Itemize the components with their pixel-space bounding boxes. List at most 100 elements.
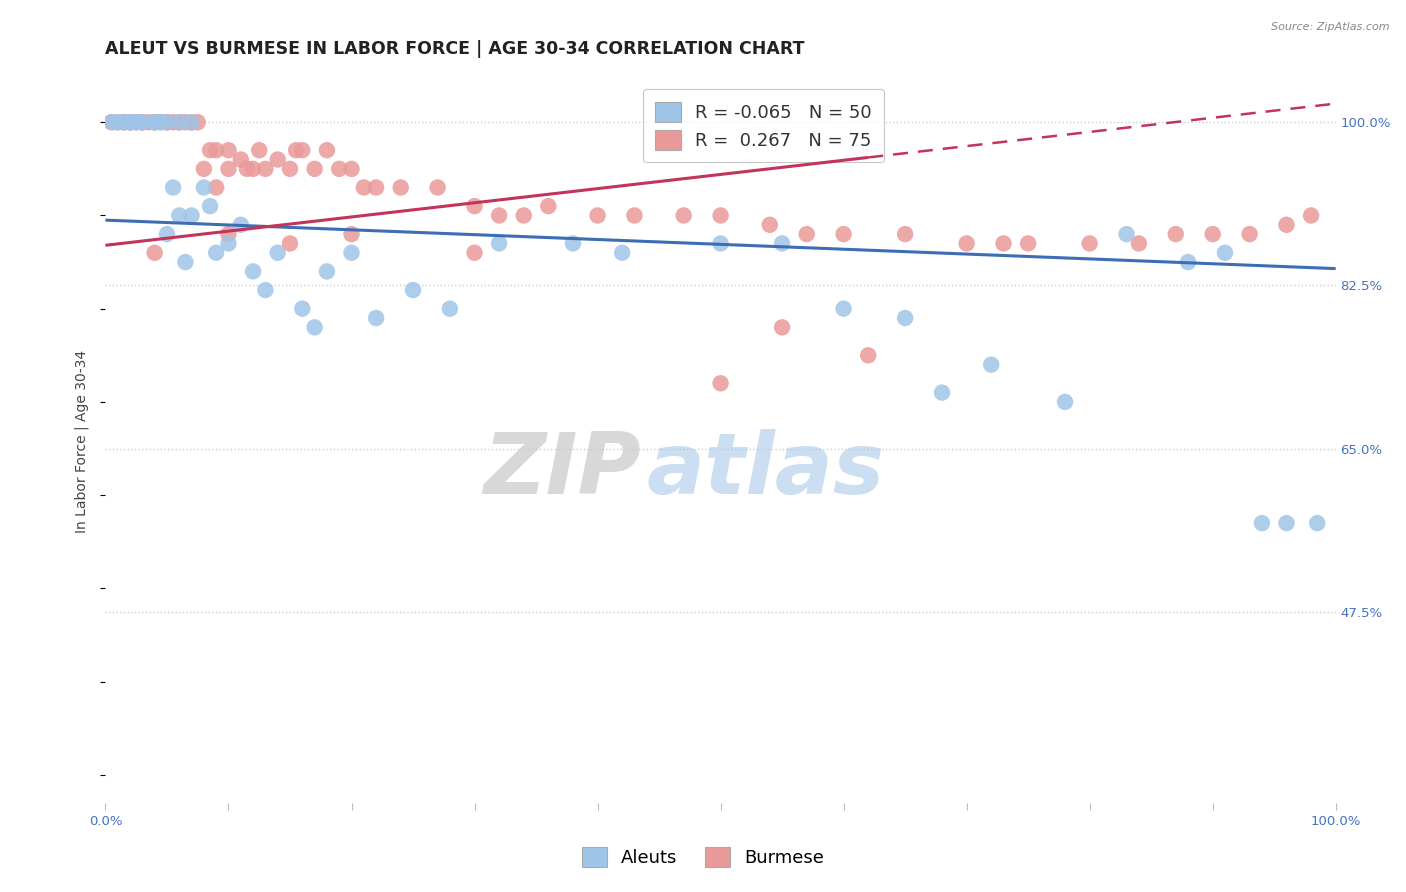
Point (229, 153, 252, 167)
Point (513, 209, 536, 223)
Point (131, 115, 153, 129)
Point (218, 143, 240, 157)
Point (205, 180, 228, 194)
Legend: R = -0.065   N = 50, R =  0.267   N = 75: R = -0.065 N = 50, R = 0.267 N = 75 (643, 89, 884, 162)
Point (1239, 227, 1261, 241)
Point (464, 199, 486, 213)
Point (278, 161, 301, 176)
Point (894, 227, 917, 241)
Text: ZIP: ZIP (484, 429, 641, 512)
Point (1306, 516, 1329, 530)
Point (205, 143, 228, 157)
Point (278, 236, 301, 251)
Point (187, 115, 209, 129)
Point (149, 115, 172, 129)
Point (1177, 255, 1199, 269)
Point (1078, 236, 1101, 251)
Point (285, 143, 308, 157)
Point (120, 115, 141, 129)
Point (759, 218, 782, 232)
Point (402, 283, 425, 297)
Point (143, 115, 166, 129)
Point (120, 115, 141, 129)
Point (328, 161, 350, 176)
Point (143, 115, 166, 129)
Point (1275, 218, 1298, 232)
Point (236, 161, 259, 176)
Point (710, 376, 733, 391)
Point (980, 358, 1002, 372)
Point (304, 320, 326, 334)
Point (537, 199, 560, 213)
Point (1115, 227, 1137, 241)
Point (291, 143, 314, 157)
Point (131, 115, 153, 129)
Point (623, 209, 645, 223)
Point (138, 115, 160, 129)
Point (1213, 245, 1236, 260)
Point (610, 245, 633, 260)
Point (156, 115, 179, 129)
Point (267, 153, 290, 167)
Point (107, 115, 129, 129)
Point (770, 320, 793, 334)
Point (156, 227, 179, 241)
Point (100, 115, 122, 129)
Point (1251, 516, 1274, 530)
Point (218, 227, 240, 241)
Point (1054, 395, 1077, 409)
Point (254, 161, 277, 176)
Point (112, 115, 135, 129)
Point (488, 236, 510, 251)
Point (366, 180, 388, 194)
Point (672, 209, 695, 223)
Point (169, 115, 191, 129)
Point (956, 236, 979, 251)
Point (1301, 209, 1323, 223)
Text: ALEUT VS BURMESE IN LABOR FORCE | AGE 30-34 CORRELATION CHART: ALEUT VS BURMESE IN LABOR FORCE | AGE 30… (105, 40, 806, 58)
Point (353, 180, 375, 194)
Point (180, 115, 202, 129)
Point (586, 209, 609, 223)
Point (112, 115, 135, 129)
Text: atlas: atlas (647, 429, 884, 512)
Point (1202, 227, 1225, 241)
Point (710, 236, 733, 251)
Point (156, 115, 179, 129)
Point (174, 115, 197, 129)
Point (1275, 516, 1298, 530)
Point (218, 161, 240, 176)
Point (1128, 236, 1150, 251)
Point (193, 180, 215, 194)
Point (340, 245, 363, 260)
Point (894, 311, 917, 326)
Point (205, 245, 228, 260)
Point (100, 115, 122, 129)
Point (143, 115, 166, 129)
Point (796, 227, 818, 241)
Point (218, 236, 240, 251)
Point (562, 236, 585, 251)
Y-axis label: In Labor Force | Age 30-34: In Labor Force | Age 30-34 (75, 350, 90, 533)
Point (198, 143, 221, 157)
Point (858, 348, 880, 362)
Point (1017, 236, 1039, 251)
Point (832, 301, 855, 316)
Point (770, 236, 793, 251)
Point (488, 209, 510, 223)
Point (107, 115, 129, 129)
Point (180, 115, 202, 129)
Point (180, 115, 202, 129)
Point (162, 180, 184, 194)
Point (162, 115, 184, 129)
Point (315, 143, 337, 157)
Point (710, 209, 733, 223)
Point (242, 161, 264, 176)
Point (931, 385, 953, 400)
Point (143, 115, 166, 129)
Point (125, 115, 148, 129)
Point (267, 245, 290, 260)
Point (131, 115, 153, 129)
Point (143, 245, 166, 260)
Point (254, 283, 277, 297)
